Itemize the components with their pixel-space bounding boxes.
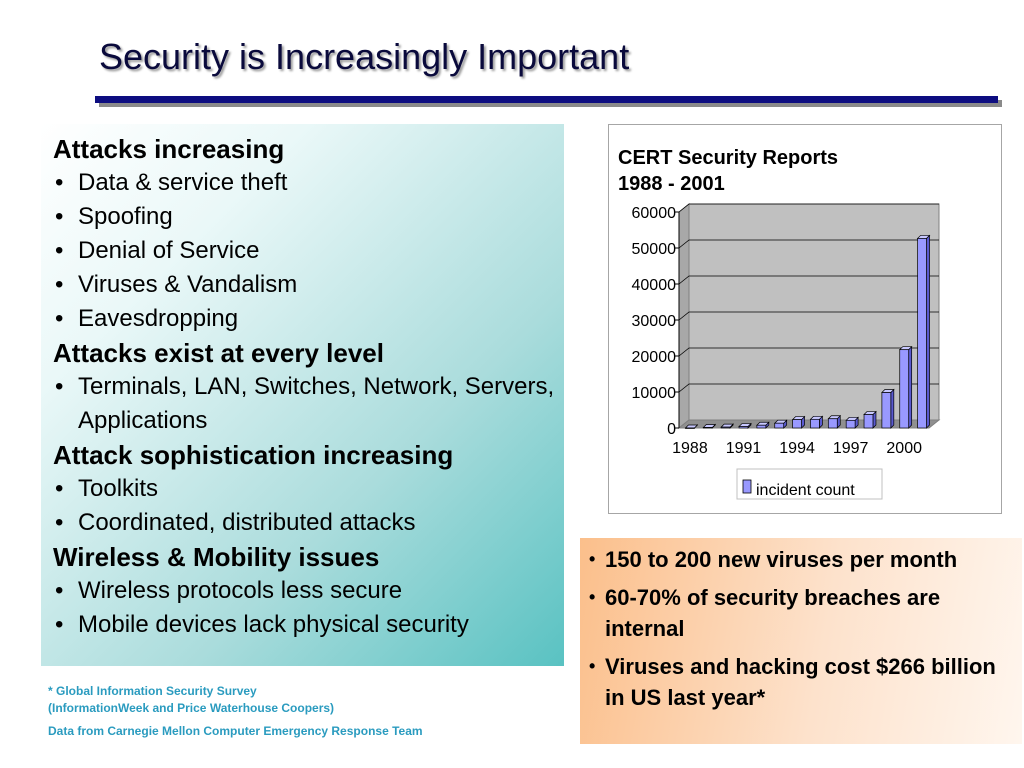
legend — [736, 468, 883, 500]
stat-text: Viruses and hacking cost $266 billion in… — [605, 654, 996, 710]
bullet-item: • Data & service theft — [53, 166, 558, 200]
bullet-item: • Spoofing — [53, 200, 558, 234]
bullet-item: • Wireless protocols less secure — [53, 574, 558, 608]
bar-1999 — [881, 388, 895, 429]
bullet-text: Viruses & Vandalism — [78, 271, 298, 298]
gridline — [678, 383, 939, 393]
stat-bullet: • 60-70% of security breaches are interna… — [589, 582, 1014, 644]
legend-label: incident count — [756, 482, 855, 499]
x-tick-label: 1994 — [779, 440, 815, 457]
bullet-dot-icon: • — [55, 271, 64, 298]
section-heading: Attacks increasing — [53, 134, 285, 164]
bullet-dot-icon: • — [589, 656, 596, 676]
left-panel: Attacks increasing • Data & service theft •… — [41, 124, 564, 666]
bullet-dot-icon: • — [55, 475, 64, 502]
bar-1992 — [756, 421, 770, 429]
y-tick-label: 50000 — [632, 241, 677, 258]
y-tick-label: 0 — [667, 421, 676, 438]
slide-title: Security is Increasingly Important — [99, 36, 630, 77]
x-tick-label: 1997 — [833, 440, 869, 457]
y-tick-label: 40000 — [632, 277, 677, 294]
x-tick-label: 2000 — [886, 440, 922, 457]
bullet-text: Eavesdropping — [78, 305, 239, 332]
gridline — [678, 239, 939, 249]
bar-1993 — [773, 419, 788, 429]
bar-chart: 0 10000 20000 30000 40000 50000 60000 1988 1991 1… — [632, 202, 941, 500]
bullet-item: • Mobile devices lack physical security — [53, 608, 558, 642]
bullet-dot-icon: • — [589, 587, 596, 607]
chart-panel: CERT Security Reports 1988 - 2001 0 10000… — [608, 124, 1002, 514]
bar-1994 — [791, 415, 806, 429]
bullet-dot-icon: • — [55, 237, 64, 264]
bullet-dot-icon: • — [55, 203, 64, 230]
bullet-dot-icon: • — [55, 169, 64, 196]
section-heading: Attacks exist at every level — [53, 338, 384, 368]
bar-1989 — [702, 423, 717, 429]
right-panel: • 150 to 200 new viruses per month • 60-70%… — [580, 538, 1022, 744]
bar-1998 — [863, 410, 877, 429]
title-underline — [95, 96, 998, 103]
footnote-survey: * Global Information Security Survey (In… — [48, 683, 334, 717]
gridline — [678, 347, 939, 357]
bullet-text: Data & service theft — [78, 169, 288, 196]
right-panel-content: • 150 to 200 new viruses per month • 60-70%… — [589, 544, 1014, 720]
section-heading: Attack sophistication increasing — [53, 440, 454, 470]
chart-title-line1: CERT Security Reports — [618, 147, 839, 169]
stat-text: 150 to 200 new viruses per month — [605, 547, 958, 572]
bar-1996 — [827, 414, 842, 429]
bullet-dot-icon: • — [55, 577, 64, 604]
x-tick-label: 1991 — [726, 440, 762, 457]
bar-1990 — [720, 423, 734, 429]
y-tick-label: 20000 — [632, 349, 677, 366]
bullet-item: • Denial of Service — [53, 234, 558, 268]
y-tick-label: 10000 — [632, 385, 677, 402]
bar-2001 — [916, 234, 931, 429]
stat-bullet: • Viruses and hacking cost $266 billion i… — [589, 651, 1014, 713]
bar-2000 — [898, 345, 913, 429]
bullet-text: Mobile devices lack physical security — [78, 611, 469, 638]
bullet-item: • Eavesdropping — [53, 302, 558, 336]
bullet-dot-icon: • — [55, 305, 64, 332]
gridline — [678, 275, 939, 285]
bullet-dot-icon: • — [55, 509, 64, 536]
gridline — [678, 203, 939, 213]
chart-title: CERT Security Reports 1988 - 2001 — [618, 145, 838, 197]
bullet-text: Coordinated, distributed attacks — [78, 509, 416, 536]
x-tick-label: 1988 — [672, 440, 708, 457]
gridline — [678, 311, 939, 321]
bullet-dot-icon: • — [589, 549, 596, 569]
bullet-item: • Viruses & Vandalism — [53, 268, 558, 302]
stat-text: 60-70% of security breaches are internal — [605, 585, 941, 641]
bullet-text: Wireless protocols less secure — [78, 577, 403, 604]
left-panel-content: Attacks increasing • Data & service theft •… — [53, 132, 558, 642]
bullet-dot-icon: • — [55, 373, 64, 400]
stat-bullet: • 150 to 200 new viruses per month — [589, 544, 1014, 575]
y-tick-label: 60000 — [632, 205, 677, 222]
footnote-line1: * Global Information Security Survey — [48, 684, 257, 698]
chart-title-line2: 1988 - 2001 — [618, 173, 725, 195]
bar-1988 — [684, 424, 699, 429]
bullet-text: Terminals, LAN, Switches, Network, Serve… — [78, 373, 555, 434]
footnote-source: Data from Carnegie Mellon Computer Emerg… — [48, 724, 423, 738]
bullet-item: • Coordinated, distributed attacks — [53, 506, 558, 540]
bar-1991 — [738, 422, 752, 429]
bullet-text: Denial of Service — [78, 237, 260, 264]
bullet-text: Spoofing — [78, 203, 173, 230]
bullet-item: • Toolkits — [53, 472, 558, 506]
section-heading: Wireless & Mobility issues — [53, 542, 380, 572]
y-tick-label: 30000 — [632, 313, 677, 330]
bullet-text: Toolkits — [78, 475, 159, 502]
bar-1997 — [845, 416, 859, 429]
bar-1995 — [809, 415, 824, 429]
legend-swatch-icon — [742, 479, 752, 494]
bullet-dot-icon: • — [55, 611, 64, 638]
footnote-line2: (InformationWeek and Price Waterhouse Co… — [48, 701, 335, 715]
bullet-item: • Terminals, LAN, Switches, Network, Serv… — [53, 370, 558, 438]
